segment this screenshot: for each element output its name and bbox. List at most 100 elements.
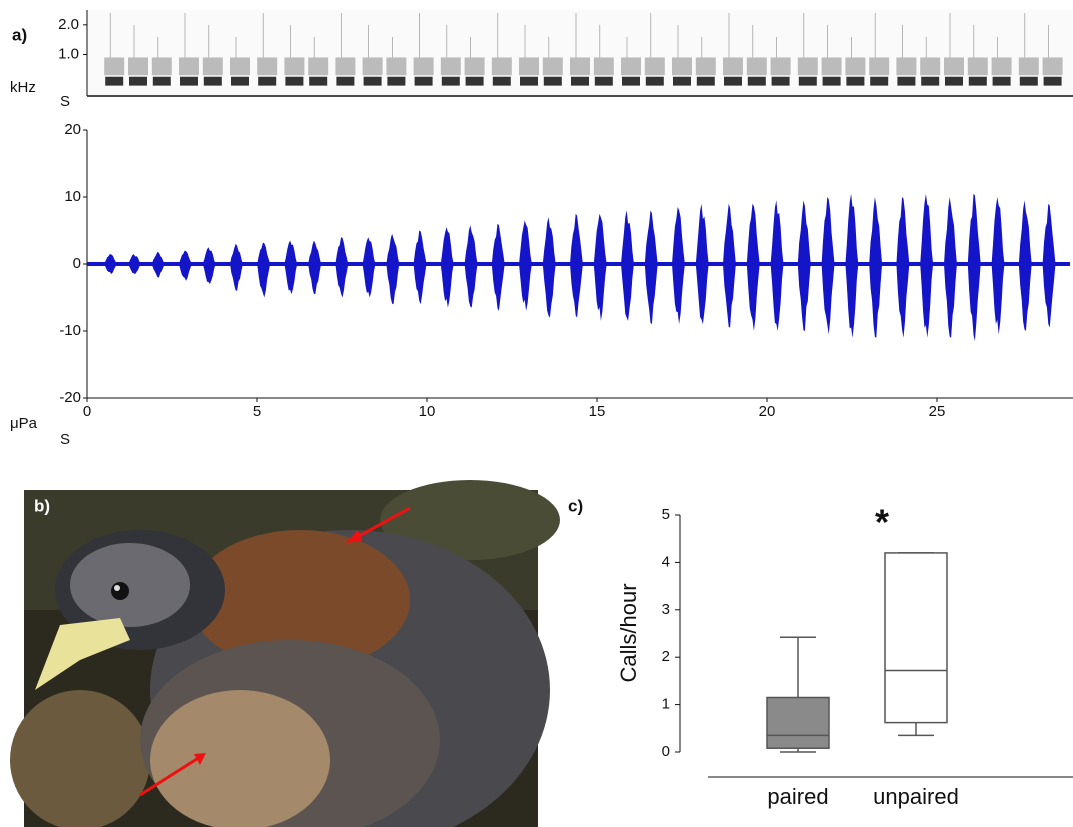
call-band-high bbox=[991, 57, 1012, 76]
call-band bbox=[645, 76, 664, 86]
call-burst bbox=[896, 197, 917, 338]
call-band-high bbox=[621, 57, 641, 76]
call-band bbox=[696, 76, 715, 86]
call-band bbox=[798, 76, 817, 86]
call-burst bbox=[335, 237, 356, 298]
call-band-high bbox=[869, 57, 890, 76]
call-burst bbox=[151, 251, 172, 278]
call-band-high bbox=[335, 57, 356, 76]
call-band-high bbox=[202, 57, 223, 76]
call-band-high bbox=[570, 57, 590, 76]
call-band-high bbox=[593, 57, 614, 76]
call-burst bbox=[770, 200, 791, 331]
call-band-high bbox=[821, 57, 842, 76]
call-band bbox=[258, 76, 277, 86]
call-band bbox=[747, 76, 766, 86]
call-band-high bbox=[797, 57, 818, 76]
call-burst bbox=[621, 210, 641, 321]
call-burst bbox=[967, 193, 988, 342]
call-band-high bbox=[746, 57, 767, 76]
box bbox=[766, 696, 830, 749]
call-band-high bbox=[308, 57, 329, 76]
call-band bbox=[945, 76, 963, 86]
call-burst bbox=[464, 225, 485, 308]
call-band-high bbox=[151, 57, 172, 76]
call-burst bbox=[257, 242, 278, 298]
call-band-high bbox=[128, 57, 148, 76]
call-band bbox=[309, 76, 328, 86]
panel-label: a) bbox=[12, 25, 27, 44]
call-band bbox=[673, 76, 691, 86]
call-burst bbox=[202, 247, 223, 285]
call-band bbox=[543, 76, 562, 86]
x-tick-label: paired bbox=[767, 784, 828, 809]
call-burst bbox=[362, 237, 383, 298]
call-band bbox=[594, 76, 613, 86]
call-burst bbox=[695, 203, 716, 325]
call-burst bbox=[230, 243, 250, 291]
call-band-high bbox=[362, 57, 383, 76]
call-burst bbox=[672, 207, 692, 325]
call-band bbox=[387, 76, 406, 86]
call-burst bbox=[920, 193, 941, 338]
y-tick-label: 10 bbox=[64, 188, 81, 205]
call-band-high bbox=[413, 57, 434, 76]
call-burst bbox=[869, 197, 890, 338]
x-tick-label: 25 bbox=[929, 403, 946, 420]
call-band bbox=[105, 76, 124, 86]
call-band bbox=[1043, 76, 1062, 86]
call-burst bbox=[570, 213, 590, 318]
annotation: * bbox=[875, 502, 889, 543]
call-burst bbox=[1042, 203, 1063, 328]
call-band-high bbox=[542, 57, 563, 76]
call-band bbox=[571, 76, 589, 86]
call-band-high bbox=[896, 57, 917, 76]
call-burst bbox=[413, 230, 434, 305]
call-band bbox=[285, 76, 304, 86]
call-band bbox=[921, 76, 940, 86]
call-band-high bbox=[440, 57, 461, 76]
call-band bbox=[771, 76, 790, 86]
call-band-high bbox=[920, 57, 941, 76]
call-burst bbox=[519, 220, 539, 311]
y-axis-label: kHz bbox=[10, 79, 36, 96]
call-burst bbox=[1018, 200, 1039, 331]
call-band-high bbox=[386, 57, 407, 76]
call-burst bbox=[991, 197, 1012, 335]
call-burst bbox=[944, 197, 964, 338]
y-tick-label: 2 bbox=[662, 648, 670, 665]
call-band bbox=[520, 76, 538, 86]
call-band-high bbox=[284, 57, 305, 76]
x-tick-label: unpaired bbox=[873, 784, 959, 809]
x-tick-label: 15 bbox=[589, 403, 606, 420]
call-band bbox=[231, 76, 249, 86]
x-tick-label: 5 bbox=[253, 403, 261, 420]
call-band-high bbox=[491, 57, 512, 76]
call-band-high bbox=[104, 57, 125, 76]
x-axis-label: S bbox=[60, 431, 70, 448]
call-burst bbox=[440, 227, 461, 308]
y-axis-label: μPa bbox=[10, 415, 38, 432]
call-burst bbox=[797, 200, 818, 331]
call-burst bbox=[593, 213, 614, 321]
call-band-high bbox=[672, 57, 692, 76]
y-tick-label: -20 bbox=[59, 389, 81, 406]
call-burst bbox=[821, 197, 842, 335]
call-band bbox=[822, 76, 841, 86]
call-band-high bbox=[179, 57, 199, 76]
call-band bbox=[465, 76, 484, 86]
y-tick-label: 20 bbox=[64, 121, 81, 138]
call-burst bbox=[723, 203, 743, 328]
call-burst bbox=[128, 254, 148, 275]
x-tick-label: 20 bbox=[759, 403, 776, 420]
panel-label: b) bbox=[34, 496, 50, 515]
call-band bbox=[129, 76, 147, 86]
x-axis-label: S bbox=[60, 93, 70, 110]
call-band bbox=[622, 76, 640, 86]
call-band-high bbox=[257, 57, 278, 76]
call-band-high bbox=[644, 57, 665, 76]
call-band-high bbox=[723, 57, 743, 76]
y-tick-label: 0 bbox=[73, 255, 81, 272]
x-tick-label: 0 bbox=[83, 403, 91, 420]
x-tick-label: 10 bbox=[419, 403, 436, 420]
